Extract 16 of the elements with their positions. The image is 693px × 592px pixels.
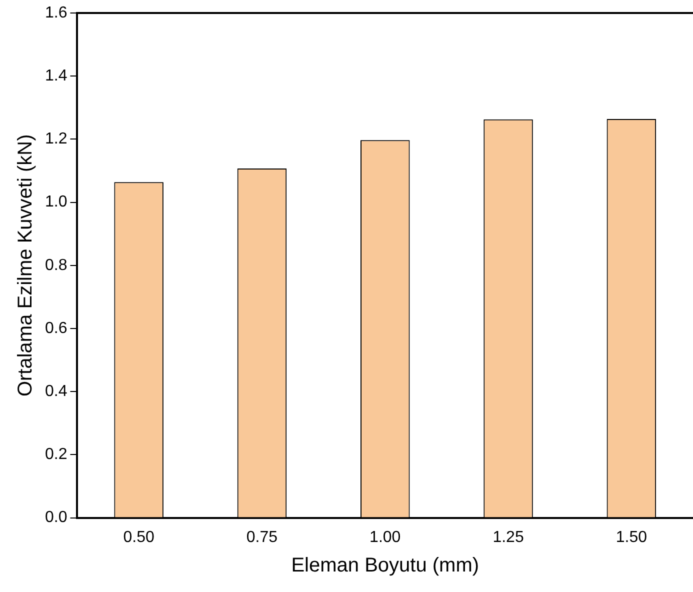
y-tick-label: 1.0 <box>44 194 68 211</box>
x-axis-title: Eleman Boyutu (mm) <box>291 554 480 577</box>
y-tick-label: 0.2 <box>44 446 68 464</box>
x-tick-label: 1.25 <box>492 528 524 546</box>
y-tick-label: 0.0 <box>44 509 68 526</box>
x-tick-label: 1.00 <box>370 528 401 546</box>
y-tick-label: 1.2 <box>44 130 68 148</box>
y-tick-label: 1.4 <box>44 68 68 85</box>
x-tick-label: 0.50 <box>123 528 154 546</box>
y-tick-label: 0.6 <box>44 320 68 337</box>
y-tick-label: 1.6 <box>44 4 68 22</box>
y-axis-title: Ortalama Ezilme Kuvveti (kN) <box>14 134 37 397</box>
x-tick-label: 1.50 <box>616 528 648 546</box>
x-tick-label: 0.75 <box>246 528 278 546</box>
y-tick-label: 0.4 <box>44 383 68 400</box>
y-tick-label: 0.8 <box>44 256 68 274</box>
